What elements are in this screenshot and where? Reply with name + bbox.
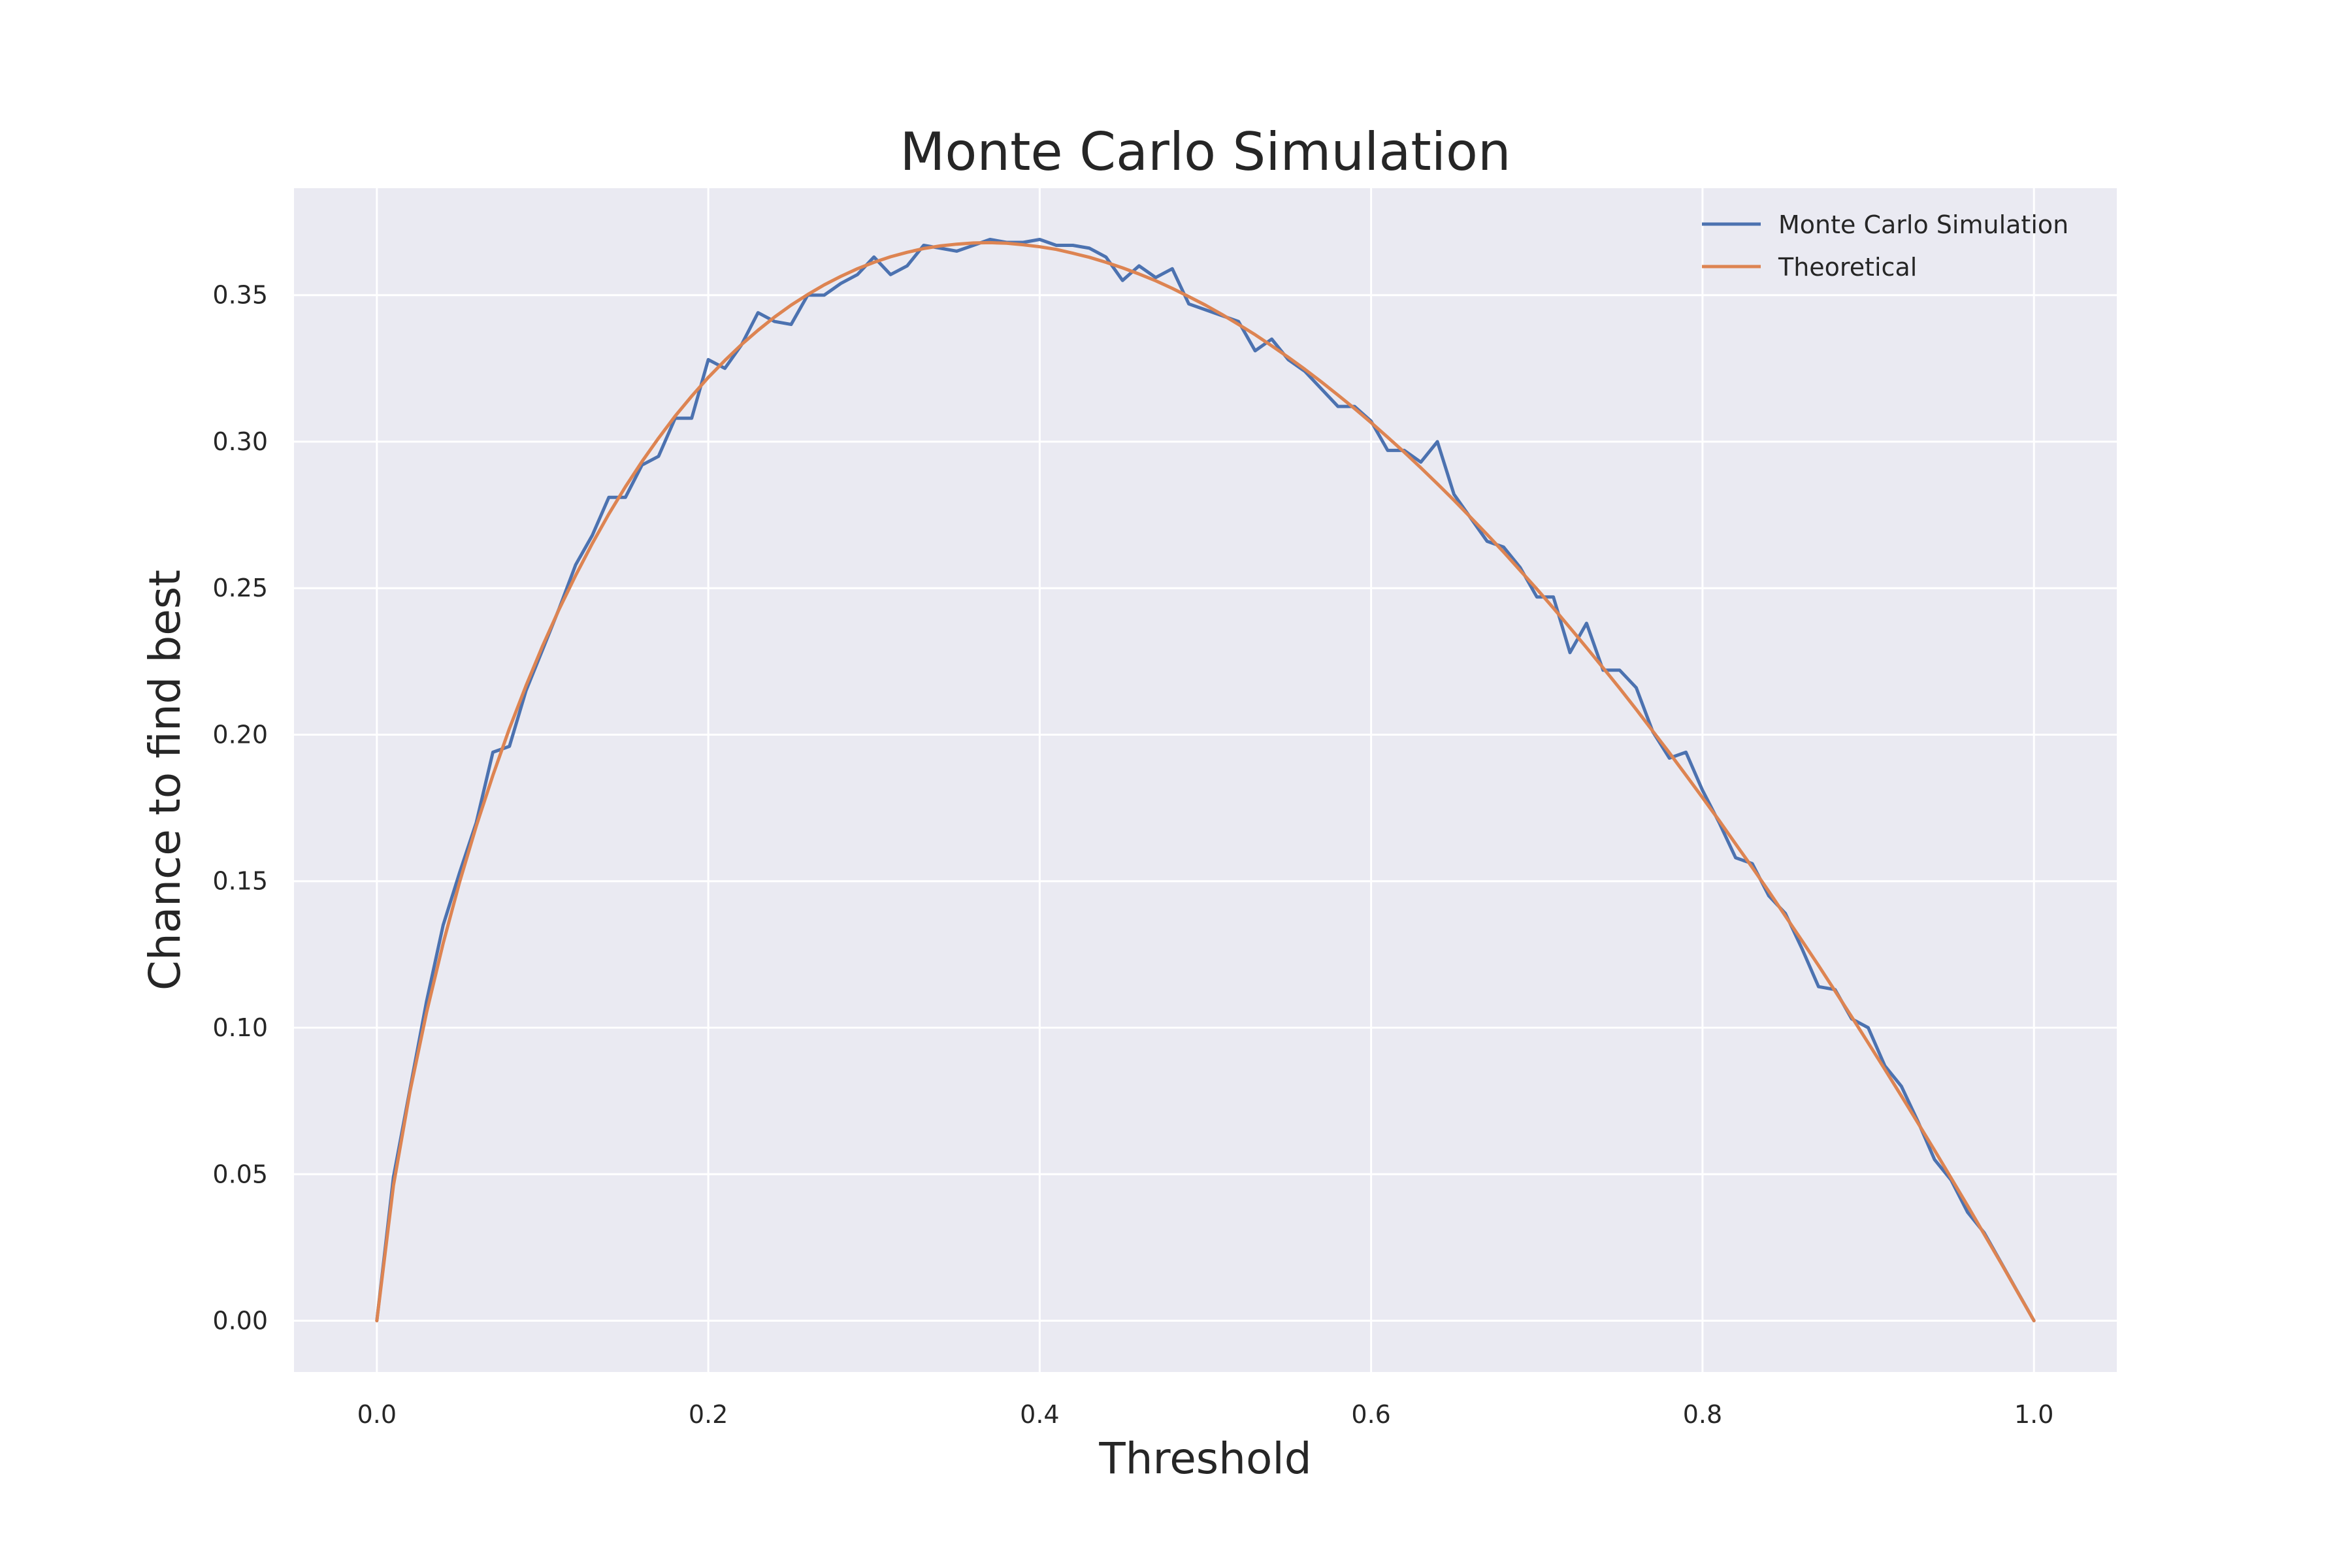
y-tick-label: 0.00: [212, 1307, 268, 1335]
x-tick-labels: 0.0 0.2 0.4 0.6 0.8 1.0: [357, 1400, 2054, 1429]
legend-label-monte-carlo: Monte Carlo Simulation: [1778, 210, 2068, 239]
y-tick-label: 0.05: [212, 1160, 268, 1188]
x-tick-label: 0.2: [689, 1400, 728, 1429]
x-axis-label: Threshold: [1098, 1433, 1311, 1484]
y-gridlines: [294, 294, 2117, 1322]
chart-title: Monte Carlo Simulation: [900, 122, 1511, 182]
y-tick-label: 0.20: [212, 720, 268, 749]
y-tick-label: 0.10: [212, 1013, 268, 1042]
y-tick-label: 0.25: [212, 574, 268, 602]
y-tick-labels: 0.00 0.05 0.10 0.15 0.20 0.25 0.30 0.35: [212, 281, 268, 1335]
x-tick-label: 0.4: [1020, 1400, 1059, 1429]
y-tick-label: 0.30: [212, 427, 268, 456]
y-tick-label: 0.35: [212, 281, 268, 310]
plot-area: [294, 188, 2117, 1372]
y-tick-label: 0.15: [212, 867, 268, 896]
y-axis-label: Chance to find best: [140, 570, 190, 990]
x-tick-label: 0.0: [357, 1400, 397, 1429]
x-tick-label: 0.6: [1351, 1400, 1390, 1429]
legend-label-theoretical: Theoretical: [1778, 253, 1917, 282]
series-lines: [375, 238, 2036, 1322]
x-tick-label: 1.0: [2014, 1400, 2053, 1429]
theoretical-series-line: [375, 240, 2036, 1322]
legend: Monte Carlo Simulation Theoretical: [1702, 210, 2068, 282]
x-tick-label: 0.8: [1683, 1400, 1722, 1429]
